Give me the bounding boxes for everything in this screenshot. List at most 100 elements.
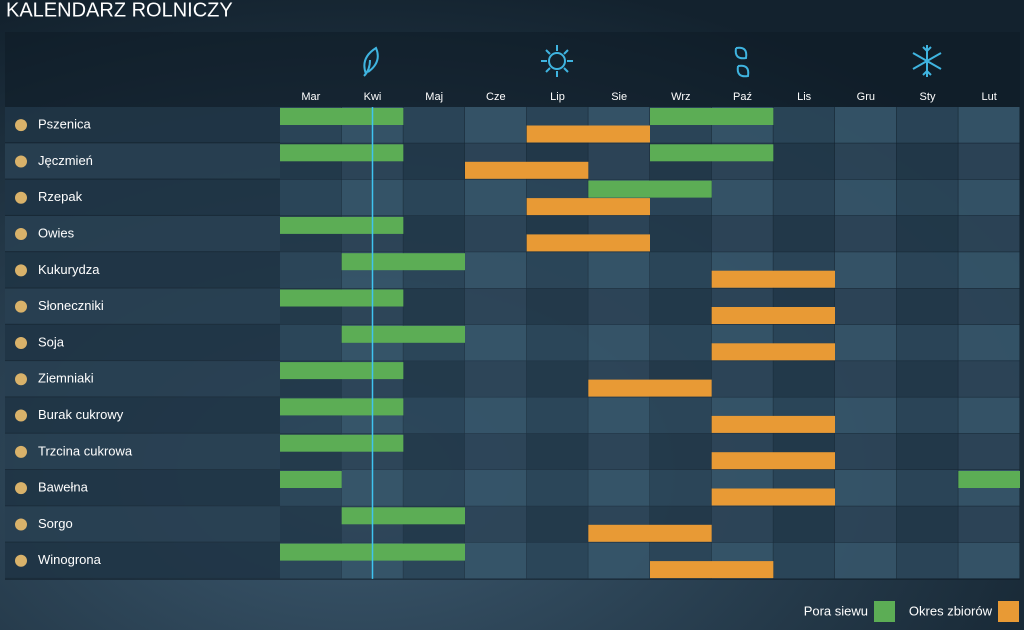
cell xyxy=(773,143,835,180)
cell xyxy=(588,288,650,325)
harvest-bar xyxy=(711,343,835,361)
row-label-bg xyxy=(5,433,280,469)
cell xyxy=(896,324,958,361)
cell xyxy=(896,397,958,434)
cell xyxy=(588,433,650,470)
autumn-icon xyxy=(734,46,750,78)
sowing-bar xyxy=(341,253,465,271)
crop-name: Winogrona xyxy=(38,552,102,567)
harvest-bar xyxy=(526,125,650,143)
harvest-bar xyxy=(588,524,712,542)
harvest-bar xyxy=(711,270,835,288)
cell xyxy=(773,179,835,216)
cell xyxy=(280,179,342,216)
month-label: Kwi xyxy=(364,91,382,103)
cell xyxy=(896,288,958,325)
cell xyxy=(958,506,1020,543)
cell xyxy=(896,143,958,180)
row-label-bg xyxy=(5,252,280,288)
harvest-bar xyxy=(526,198,650,216)
cell xyxy=(835,143,897,180)
row-label-bg xyxy=(5,179,280,215)
cell xyxy=(588,143,650,180)
crop-name: Jęczmień xyxy=(38,153,93,168)
cell xyxy=(835,361,897,397)
crop-name: Soja xyxy=(38,334,65,349)
cell xyxy=(958,324,1020,361)
crop-name: Owies xyxy=(38,225,75,240)
cell xyxy=(773,506,835,543)
month-label: Cze xyxy=(486,91,506,103)
legend-swatch xyxy=(874,601,895,622)
sowing-bar xyxy=(650,108,774,125)
cell xyxy=(711,506,773,543)
cell xyxy=(588,470,650,506)
cell xyxy=(588,252,650,288)
sowing-bar xyxy=(280,289,404,307)
cell xyxy=(403,215,465,252)
sowing-bar xyxy=(280,362,404,380)
cell xyxy=(896,252,958,288)
cell xyxy=(465,179,527,216)
row-label-bg xyxy=(5,506,280,542)
cell xyxy=(465,542,527,579)
harvest-bar xyxy=(588,379,712,397)
cell xyxy=(835,470,897,506)
cell xyxy=(465,324,527,361)
cell xyxy=(958,361,1020,397)
cell xyxy=(835,179,897,216)
cell xyxy=(588,397,650,434)
cell xyxy=(280,252,342,288)
legend-label: Okres zbiorów xyxy=(909,603,993,618)
cell xyxy=(465,470,527,506)
cell xyxy=(526,288,588,325)
row-label-bg xyxy=(5,397,280,433)
row-label-bg xyxy=(5,143,280,179)
crop-name: Sorgo xyxy=(38,516,73,531)
cell xyxy=(896,361,958,397)
month-label: Lut xyxy=(982,91,997,103)
sowing-bar xyxy=(341,325,465,343)
cell xyxy=(403,470,465,506)
row-label-bg xyxy=(5,361,280,397)
cell xyxy=(526,324,588,361)
month-label: Gru xyxy=(857,91,875,103)
month-label: Paź xyxy=(733,91,752,103)
cell xyxy=(896,433,958,470)
row-label-bg xyxy=(5,107,280,143)
crop-name: Burak cukrowy xyxy=(38,407,124,422)
cell xyxy=(650,288,712,325)
cell xyxy=(403,143,465,180)
cell xyxy=(958,433,1020,470)
cell xyxy=(588,542,650,579)
cell xyxy=(588,324,650,361)
cell xyxy=(465,215,527,252)
cell xyxy=(896,107,958,143)
crop-icon xyxy=(15,155,27,168)
cell xyxy=(280,506,342,543)
row-label-bg xyxy=(5,215,280,252)
cell xyxy=(958,143,1020,180)
harvest-bar xyxy=(711,307,835,324)
cell xyxy=(896,506,958,543)
harvest-bar xyxy=(526,234,650,252)
sowing-bar xyxy=(280,471,342,488)
cell xyxy=(958,252,1020,288)
crop-icon xyxy=(15,228,27,241)
sowing-bar xyxy=(280,434,404,452)
cell xyxy=(835,324,897,361)
season-icons xyxy=(363,45,942,78)
sowing-bar xyxy=(588,180,712,198)
cell xyxy=(773,361,835,397)
cell xyxy=(526,361,588,397)
cell xyxy=(650,470,712,506)
cell xyxy=(403,288,465,325)
cell xyxy=(403,433,465,470)
cell xyxy=(403,397,465,434)
harvest-bar xyxy=(465,161,589,179)
crop-name: Słoneczniki xyxy=(38,298,104,313)
cell xyxy=(526,397,588,434)
cell xyxy=(958,397,1020,434)
cell xyxy=(526,470,588,506)
cell xyxy=(650,324,712,361)
